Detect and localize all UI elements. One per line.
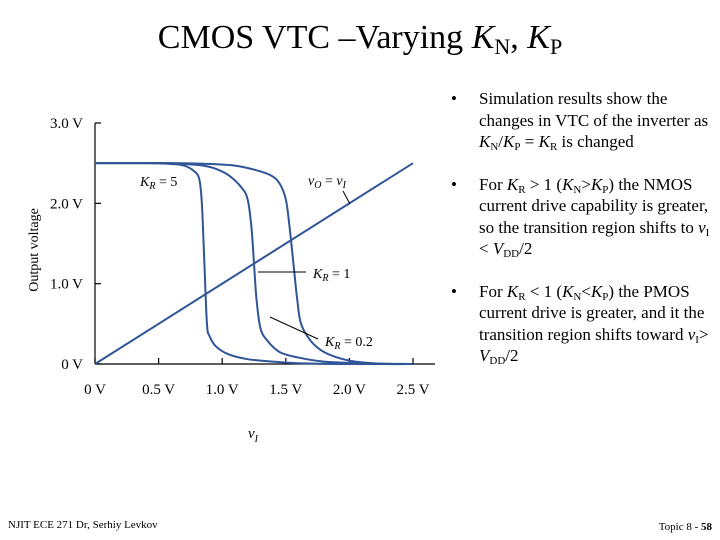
bullet-text: N bbox=[573, 183, 582, 196]
curve-label-main: K bbox=[139, 175, 150, 190]
bullet-text: I bbox=[695, 333, 699, 346]
annotation-leader bbox=[342, 190, 351, 205]
y-tick-label: 1.0 V bbox=[50, 277, 83, 293]
bullet-text: ) the PMOS current drive is greater, and… bbox=[479, 281, 705, 344]
bullet-text: N bbox=[573, 290, 582, 303]
bullet-text: DD bbox=[489, 355, 506, 367]
annotation-leader bbox=[269, 316, 319, 340]
curve-label-sub: R bbox=[148, 181, 155, 192]
curve-label-main: v bbox=[336, 174, 343, 189]
vtc-curve-kr-0-2 bbox=[94, 162, 414, 366]
bullet-text: K bbox=[479, 132, 491, 151]
title-sep: , bbox=[510, 19, 528, 56]
bullet-text: Simulation results show the changes in V… bbox=[479, 89, 709, 130]
footer-page-number: 58 bbox=[701, 521, 712, 533]
bullet-text: < bbox=[581, 281, 591, 301]
bullet-text: P bbox=[602, 290, 609, 303]
y-tick-label: 3.0 V bbox=[50, 116, 83, 132]
vtc-curve-kr-1 bbox=[94, 162, 414, 365]
slide-title: CMOS VTC –Varying KN, KP bbox=[0, 18, 720, 58]
footer-course: NJIT ECE 271 Dr, Serhiy Levkov bbox=[8, 519, 158, 531]
footer-page: Topic 8 - 58 bbox=[659, 521, 712, 533]
bullet-text: I bbox=[705, 226, 710, 239]
axes: 0 V 0.5 V 1.0 V 1.5 V 2.0 V 2.5 V 0 V 1.0 V 2.0 … bbox=[50, 116, 435, 398]
bullet-text: R bbox=[518, 183, 526, 196]
bullet-text: /2 bbox=[505, 346, 519, 365]
bullet-text: K bbox=[538, 132, 550, 151]
x-axis-label: vI bbox=[248, 426, 259, 445]
x-tick-label: 1.0 V bbox=[206, 382, 239, 398]
title-k2: K bbox=[527, 19, 550, 56]
curve-annotations: KR = 5KR = 1KR = 0.2vO = vI bbox=[139, 174, 373, 352]
bullet-text: > bbox=[581, 174, 591, 194]
bullet-text: K bbox=[506, 174, 519, 194]
x-tick-label: 0 V bbox=[84, 382, 106, 398]
bullet-item: For KR > 1 (KN>KP) the NMOS current driv… bbox=[448, 174, 710, 260]
bullet-text: /2 bbox=[519, 239, 533, 258]
curve-label-sub: R bbox=[333, 341, 340, 352]
curve-label-value: = 1 bbox=[328, 267, 350, 282]
vtc-curves bbox=[94, 162, 414, 366]
bullet-text: K bbox=[506, 281, 519, 301]
title-k1: K bbox=[471, 19, 495, 56]
curve-label-sub: R bbox=[321, 273, 328, 284]
bullet-item: Simulation results show the changes in V… bbox=[448, 88, 710, 153]
bullet-text: < 1 ( bbox=[525, 281, 563, 301]
curve-label-sub: I bbox=[342, 180, 347, 191]
footer-page-prefix: Topic 8 - bbox=[658, 521, 701, 533]
x-tick-label: 0.5 V bbox=[142, 382, 175, 398]
x-axis-label-sub: I bbox=[254, 434, 259, 445]
title-prefix: CMOS VTC –Varying bbox=[157, 19, 472, 56]
x-tick-label: 1.5 V bbox=[269, 382, 302, 398]
bullet-text: DD bbox=[503, 248, 520, 260]
curve-label: KR = 0.2 bbox=[324, 335, 373, 352]
bullet-text: R bbox=[518, 290, 526, 303]
vtc-chart: 0 V 0.5 V 1.0 V 1.5 V 2.0 V 2.5 V 0 V 1.0 V 2.0 … bbox=[27, 116, 435, 445]
x-tick-label: 2.5 V bbox=[396, 382, 429, 398]
curve-label-value: = 5 bbox=[155, 175, 177, 190]
bullet-text: > 1 ( bbox=[525, 174, 563, 194]
bullet-text: V bbox=[492, 239, 504, 258]
y-tick-label: 2.0 V bbox=[50, 196, 83, 212]
bullet-item: For KR < 1 (KN<KP) the PMOS current driv… bbox=[448, 281, 710, 367]
bullet-list: Simulation results show the changes in V… bbox=[448, 88, 710, 388]
curve-label: vO = vI bbox=[308, 174, 347, 191]
y-axis-label: Output voltage bbox=[27, 208, 42, 292]
bullet-text: V bbox=[479, 346, 490, 365]
bullet-text: K bbox=[590, 174, 603, 194]
curve-label-main: K bbox=[324, 335, 335, 350]
x-tick-label: 2.0 V bbox=[333, 382, 366, 398]
bullet-text: N bbox=[490, 141, 499, 153]
bullet-text: K bbox=[562, 174, 574, 194]
bullet-text: ) the NMOS current drive capability is g… bbox=[479, 174, 709, 237]
bullet-text: is changed bbox=[557, 132, 634, 151]
curve-label-eq: = bbox=[321, 174, 336, 189]
curve-label-sub: O bbox=[314, 180, 321, 191]
bullet-text: / bbox=[498, 132, 504, 151]
x-axis-label-main: v bbox=[248, 426, 255, 442]
title-k2-sub: P bbox=[549, 34, 563, 59]
bullet-text: v bbox=[687, 324, 696, 344]
bullet-text: For bbox=[479, 281, 507, 301]
title-k1-sub: N bbox=[494, 34, 511, 59]
bullet-text: P bbox=[514, 141, 521, 153]
curve-label: KR = 1 bbox=[312, 267, 350, 284]
curve-label-main: v bbox=[308, 174, 315, 189]
bullet-text: R bbox=[549, 141, 558, 153]
unity-gain-line bbox=[94, 162, 414, 365]
curve-label-value: = 0.2 bbox=[340, 335, 372, 350]
bullet-text: For bbox=[479, 174, 507, 194]
bullet-text: P bbox=[602, 183, 609, 196]
bullet-text: K bbox=[590, 281, 603, 301]
bullet-text: K bbox=[562, 281, 574, 301]
bullet-text: > bbox=[698, 324, 709, 344]
bullet-text: = bbox=[520, 132, 539, 151]
bullet-text: < bbox=[479, 239, 493, 258]
bullet-text: K bbox=[503, 132, 515, 151]
bullet-text: v bbox=[698, 217, 706, 237]
curve-label: KR = 5 bbox=[139, 175, 177, 192]
y-tick-label: 0 V bbox=[61, 357, 83, 373]
curve-label-main: K bbox=[312, 267, 323, 282]
